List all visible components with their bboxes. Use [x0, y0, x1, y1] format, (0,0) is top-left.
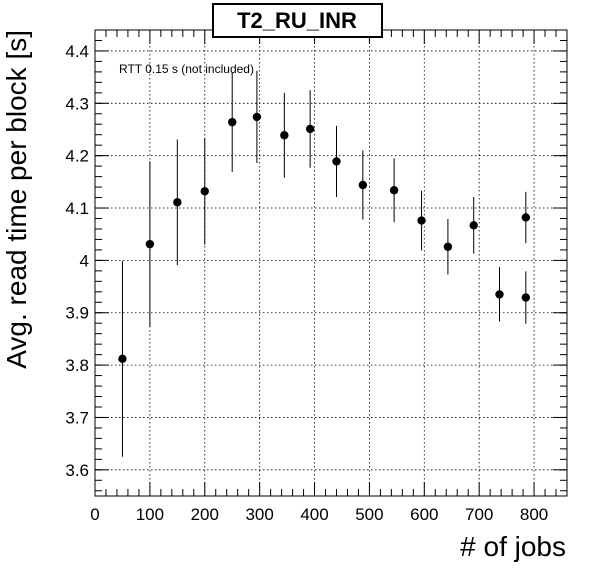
- x-tick-label: 800: [520, 505, 548, 524]
- y-tick-label: 4.1: [65, 199, 89, 218]
- y-tick-label: 3.7: [65, 408, 89, 427]
- rtt-annotation: RTT 0.15 s (not included): [119, 62, 254, 76]
- x-tick-label: 300: [245, 505, 273, 524]
- y-tick-label: 3.9: [65, 304, 89, 323]
- data-point: [145, 239, 155, 249]
- data-point: [280, 131, 289, 140]
- chart-title: T2_RU_INR: [237, 8, 357, 33]
- y-axis-title: Avg. read time per block [s]: [1, 30, 32, 369]
- data-point: [118, 354, 127, 364]
- x-tick-label: 500: [355, 505, 383, 524]
- data-point: [389, 186, 399, 195]
- x-tick-label: 0: [90, 505, 99, 524]
- data-point: [358, 180, 368, 190]
- x-tick-label: 200: [191, 505, 219, 524]
- x-axis-title: # of jobs: [460, 531, 566, 562]
- data-points: [118, 70, 531, 457]
- title-box: [212, 3, 383, 38]
- axis-ticks: [94, 29, 568, 496]
- x-tick-label: 600: [410, 505, 438, 524]
- data-point: [173, 198, 182, 207]
- data-point: [252, 112, 262, 122]
- data-point: [443, 242, 453, 251]
- y-tick-label: 4.4: [65, 42, 89, 61]
- data-point: [417, 216, 426, 225]
- data-point: [305, 124, 315, 134]
- data-point: [495, 290, 504, 299]
- tick-labels: 3.6 3.7 3.8 3.9 4 4.1 4.2 4.3 4.4 0 100 200 300 400 50…: [65, 42, 548, 524]
- data-point: [228, 117, 237, 127]
- x-tick-label: 100: [136, 505, 164, 524]
- y-tick-label: 3.6: [65, 461, 89, 480]
- y-tick-label: 4.3: [65, 94, 89, 113]
- data-point: [521, 213, 531, 222]
- y-tick-label: 3.8: [65, 356, 89, 375]
- data-point: [332, 157, 341, 166]
- data-point: [521, 293, 531, 302]
- y-tick-label: 4.2: [65, 147, 89, 166]
- data-point: [469, 221, 478, 230]
- x-tick-label: 700: [465, 505, 493, 524]
- x-tick-label: 400: [300, 505, 328, 524]
- gridlines: [94, 30, 567, 496]
- y-tick-label: 4: [80, 251, 89, 270]
- data-point: [200, 187, 209, 196]
